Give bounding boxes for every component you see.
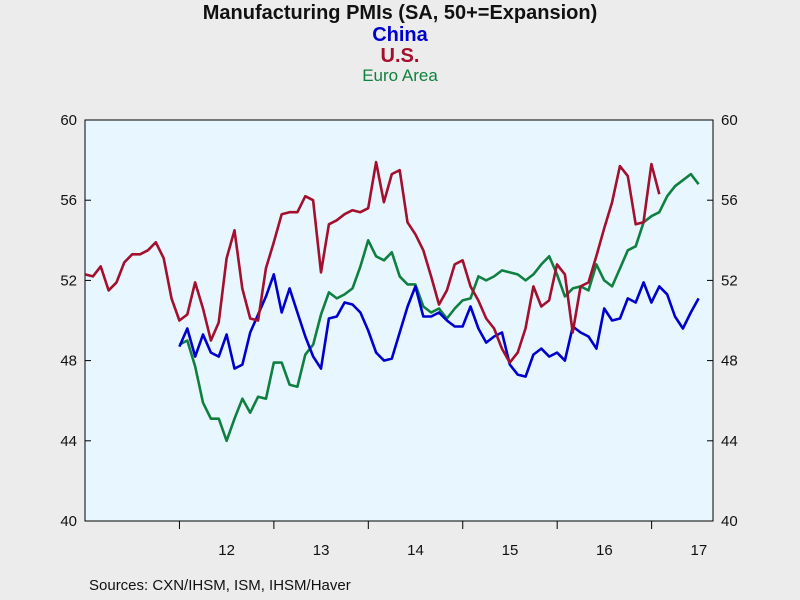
y-tick-label-right: 56 — [721, 192, 738, 209]
series-line-china — [178, 273, 700, 378]
x-tick-label: 15 — [502, 542, 519, 559]
y-tick-label-right: 40 — [721, 513, 738, 530]
x-tick-label: 16 — [596, 542, 613, 559]
y-tick-label-left: 48 — [60, 353, 77, 370]
y-tick-label-left: 44 — [60, 433, 77, 450]
x-tick-label: 17 — [690, 542, 707, 559]
y-tick-label-left: 40 — [60, 513, 77, 530]
chart-title-block: Manufacturing PMIs (SA, 50+=Expansion) C… — [0, 2, 800, 85]
source-note: Sources: CXN/IHSM, ISM, IHSM/Haver — [89, 577, 351, 594]
y-tick-label-left: 60 — [60, 112, 77, 129]
y-tick-label-left: 56 — [60, 192, 77, 209]
plot-area — [84, 119, 714, 522]
x-tick-label: 13 — [313, 542, 330, 559]
y-tick-label-right: 44 — [721, 433, 738, 450]
y-tick-label-right: 52 — [721, 272, 738, 289]
x-tick-label: 12 — [218, 542, 235, 559]
series-line-euro-area — [178, 172, 700, 443]
x-tick-label: 14 — [407, 542, 424, 559]
legend-china: China — [372, 24, 428, 46]
series-line-u-s — [84, 160, 661, 364]
y-tick-label-right: 60 — [721, 112, 738, 129]
legend-us: U.S. — [380, 45, 420, 67]
y-tick-label-left: 52 — [60, 272, 77, 289]
y-tick-label-right: 48 — [721, 353, 738, 370]
chart-title: Manufacturing PMIs (SA, 50+=Expansion) — [202, 2, 598, 24]
legend-euro-area: Euro Area — [362, 66, 438, 85]
